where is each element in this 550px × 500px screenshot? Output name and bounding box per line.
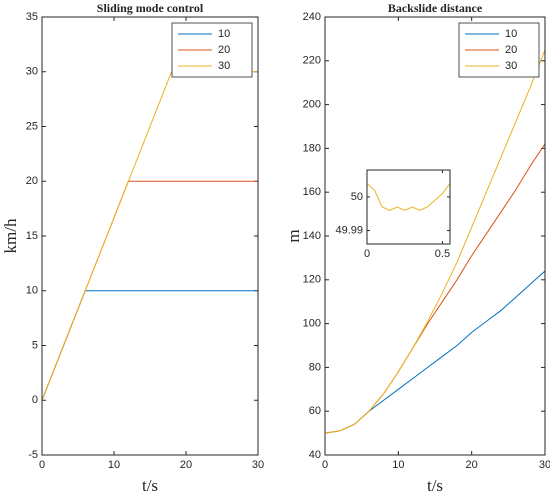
y-tick-label: 160 <box>303 186 321 198</box>
y-tick-label: 80 <box>309 361 321 373</box>
x-tick-label: 0 <box>322 459 328 471</box>
y-tick-label: 15 <box>26 230 38 242</box>
y-axis-label: km/h <box>1 218 20 253</box>
y-axis-label: m <box>284 229 303 242</box>
axes-background <box>367 170 450 244</box>
x-axis-label: t/s <box>142 476 158 495</box>
y-tick-label: 25 <box>26 120 38 132</box>
y-tick-label: 200 <box>303 99 321 111</box>
y-tick-label: 40 <box>309 449 321 461</box>
x-tick-label: 10 <box>108 459 120 471</box>
axes-background <box>42 17 258 455</box>
x-tick-label: 30 <box>252 459 264 471</box>
legend-label: 30 <box>505 60 517 72</box>
y-tick-label: 60 <box>309 405 321 417</box>
chart-title: Sliding mode control <box>97 1 204 15</box>
x-tick-label: 0 <box>364 248 370 260</box>
legend-label: 10 <box>218 28 230 40</box>
x-axis-label: t/s <box>427 476 443 495</box>
y-tick-label: 20 <box>26 175 38 187</box>
y-tick-label: 220 <box>303 55 321 67</box>
axes-frame <box>366 169 451 245</box>
y-tick-label: 5 <box>32 339 38 351</box>
y-tick-label: 100 <box>303 318 321 330</box>
data-line <box>325 49 545 434</box>
chart-title: Backslide distance <box>388 1 483 15</box>
plot-area <box>325 49 545 434</box>
y-tick-label: 49.99 <box>335 224 363 236</box>
x-tick-label: 30 <box>539 459 550 471</box>
legend-label: 10 <box>505 28 517 40</box>
legend-label: 30 <box>218 60 230 72</box>
y-tick-label: 140 <box>303 230 321 242</box>
x-tick-label: 20 <box>466 459 478 471</box>
y-tick-label: 30 <box>26 66 38 78</box>
axes-frame <box>324 16 546 456</box>
legend-label: 20 <box>505 44 517 56</box>
y-tick-label: 120 <box>303 274 321 286</box>
y-tick-label: 10 <box>26 285 38 297</box>
plot-area <box>367 183 450 211</box>
y-tick-label: 240 <box>303 11 321 23</box>
x-tick-label: 0 <box>39 459 45 471</box>
axes-frame <box>41 16 259 456</box>
x-tick-label: 10 <box>392 459 404 471</box>
y-tick-label: 180 <box>303 142 321 154</box>
y-tick-label: -5 <box>28 449 38 461</box>
x-tick-label: 0.5 <box>435 248 450 260</box>
y-tick-label: 35 <box>26 11 38 23</box>
y-tick-label: 0 <box>32 394 38 406</box>
x-tick-label: 20 <box>180 459 192 471</box>
data-line <box>367 183 450 211</box>
y-tick-label: 50 <box>351 191 363 203</box>
legend-label: 20 <box>218 44 230 56</box>
